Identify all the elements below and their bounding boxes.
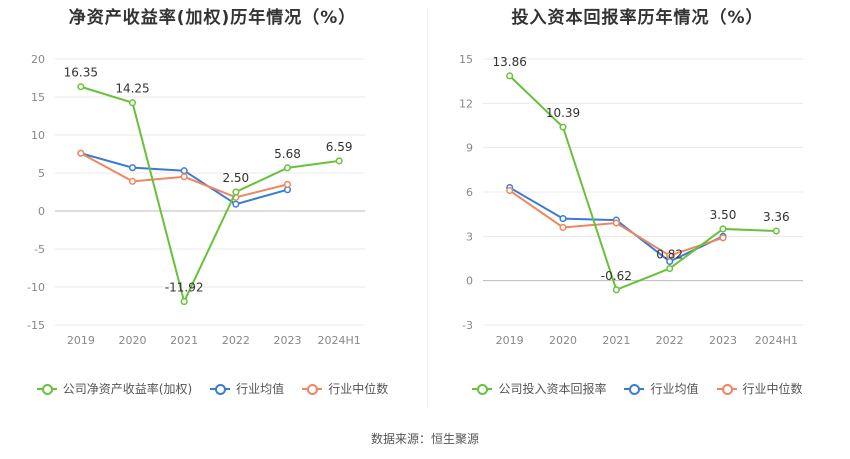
chart-legend: 公司净资产收益率(加权) 行业均值 行业中位数 [0,380,425,397]
data-point [559,123,567,131]
roic-chart-panel: 投入资本回报率历年情况（%） -3 0 3 6 9 12 15 2019 2020 2021 202… [425,0,850,420]
data-label: 0.82 [656,248,683,262]
data-label: 3.50 [710,208,737,222]
y-tick-label: 6 [466,186,473,199]
data-point [283,164,292,172]
x-tick-label: 2023 [274,334,302,347]
y-tick-label: 3 [466,230,473,243]
y-tick-label: -5 [34,243,45,256]
data-point [128,164,137,172]
data-point [180,298,188,306]
x-tick-label: 2019 [496,334,524,347]
y-tick-label: 0 [38,205,45,218]
data-label: -11.92 [165,281,204,295]
x-tick-label: 2020 [549,334,577,347]
data-label: -0.62 [601,269,632,283]
data-point [506,186,514,195]
x-tick-label: 2019 [67,334,95,347]
x-tick-label: 2023 [709,334,737,347]
data-point [612,219,620,227]
data-point [283,180,292,188]
legend-item[interactable]: 行业中位数 [716,380,803,397]
x-tick-label: 2020 [119,334,147,347]
legend-marker-icon [36,383,57,395]
data-point [180,173,188,181]
legend-marker-icon [302,383,323,395]
y-tick-label: 12 [459,97,473,110]
data-label: 13.86 [492,55,526,69]
legend-label: 公司净资产收益率(加权) [62,382,193,396]
data-point [719,225,727,233]
legend-item[interactable]: 公司净资产收益率(加权) [36,380,193,397]
data-point [128,177,137,185]
roic-line-chart: -3 0 3 6 9 12 15 2019 2020 2021 2022 2023 2024H1 13.8… [459,53,803,347]
y-tick-label: -15 [27,319,45,332]
legend-marker-icon [624,383,645,395]
legend-marker-icon [210,383,231,395]
data-point [666,251,674,260]
x-tick-label: 2022 [222,334,250,347]
y-tick-label: 15 [31,91,45,104]
data-point [77,149,85,157]
data-point [232,188,240,196]
panel-divider [427,8,428,408]
data-point [335,157,343,165]
y-tick-label: 20 [31,53,45,66]
legend-label: 公司投入资本回报率 [498,382,607,396]
data-label: 6.59 [326,140,353,154]
series-line [508,75,777,292]
data-label: 16.35 [64,66,98,80]
y-tick-label: 0 [466,275,473,288]
x-tick-label: 2024H1 [755,334,798,347]
data-point [612,286,620,294]
legend-label: 行业均值 [236,382,285,396]
chart-title: 净资产收益率(加权)历年情况（%） [68,8,357,28]
legend-marker-icon [472,383,493,395]
y-tick-label: 9 [466,142,473,155]
y-tick-label: 15 [459,53,473,66]
series-line [80,85,340,305]
x-tick-label: 2021 [602,334,630,347]
data-point [559,223,567,232]
data-point [772,227,780,235]
data-label: 2.50 [222,171,249,185]
data-point [77,83,85,91]
chart-legend: 公司投入资本回报率 行业均值 行业中位数 [425,380,850,397]
legend-item[interactable]: 公司投入资本回报率 [472,380,606,397]
data-point [128,99,137,107]
y-tick-label: -10 [27,281,45,294]
legend-item[interactable]: 行业均值 [624,380,699,397]
data-label: 3.36 [763,210,790,224]
data-point [232,200,240,208]
legend-item[interactable]: 行业中位数 [302,380,388,397]
data-label: 5.68 [274,147,301,161]
chart-title: 投入资本回报率历年情况（%） [511,8,764,28]
data-point [559,215,567,223]
x-tick-label: 2022 [656,334,684,347]
y-tick-label: 5 [38,167,45,180]
legend-label: 行业均值 [650,382,699,396]
data-point [506,72,514,80]
y-tick-label: 10 [31,129,45,142]
legend-label: 行业中位数 [328,382,389,396]
data-point [719,234,727,242]
legend-item[interactable]: 行业均值 [210,380,284,397]
y-tick-label: -3 [462,319,473,332]
data-label: 14.25 [115,82,149,96]
x-tick-label: 2021 [170,334,198,347]
roe-chart-panel: 净资产收益率(加权)历年情况（%） -15 -10 -5 0 5 10 15 20 2019 20… [0,0,425,420]
data-source-note: 数据来源：恒生聚源 [370,432,479,446]
legend-label: 行业中位数 [742,382,803,396]
data-point [180,167,188,175]
data-point [666,264,674,273]
data-label: 10.39 [546,106,580,120]
roe-line-chart: -15 -10 -5 0 5 10 15 20 2019 2020 2021 2022 2023 2024… [27,53,365,347]
legend-marker-icon [716,383,737,395]
x-tick-label: 2024H1 [318,334,361,347]
